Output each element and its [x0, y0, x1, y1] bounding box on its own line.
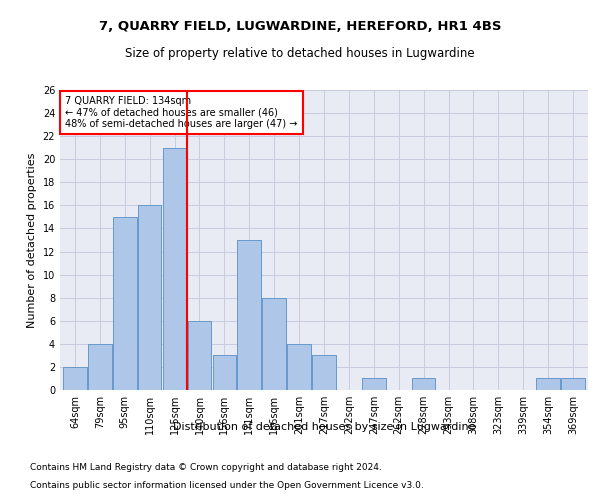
Text: Size of property relative to detached houses in Lugwardine: Size of property relative to detached ho… [125, 48, 475, 60]
Bar [412, 378, 436, 390]
Bar [262, 298, 286, 390]
Bar [287, 344, 311, 390]
Bar [163, 148, 187, 390]
Text: Contains HM Land Registry data © Crown copyright and database right 2024.: Contains HM Land Registry data © Crown c… [30, 463, 382, 472]
Bar [362, 378, 386, 390]
Bar [88, 344, 112, 390]
Bar [238, 240, 261, 390]
Bar [188, 321, 211, 390]
Y-axis label: Number of detached properties: Number of detached properties [27, 152, 37, 328]
Bar [63, 367, 87, 390]
Text: Contains public sector information licensed under the Open Government Licence v3: Contains public sector information licen… [30, 480, 424, 490]
Bar [138, 206, 161, 390]
Bar [113, 217, 137, 390]
Bar [536, 378, 560, 390]
Text: Distribution of detached houses by size in Lugwardine: Distribution of detached houses by size … [173, 422, 475, 432]
Bar [312, 356, 336, 390]
Text: 7, QUARRY FIELD, LUGWARDINE, HEREFORD, HR1 4BS: 7, QUARRY FIELD, LUGWARDINE, HEREFORD, H… [99, 20, 501, 33]
Text: 7 QUARRY FIELD: 134sqm
← 47% of detached houses are smaller (46)
48% of semi-det: 7 QUARRY FIELD: 134sqm ← 47% of detached… [65, 96, 298, 129]
Bar [561, 378, 585, 390]
Bar [212, 356, 236, 390]
